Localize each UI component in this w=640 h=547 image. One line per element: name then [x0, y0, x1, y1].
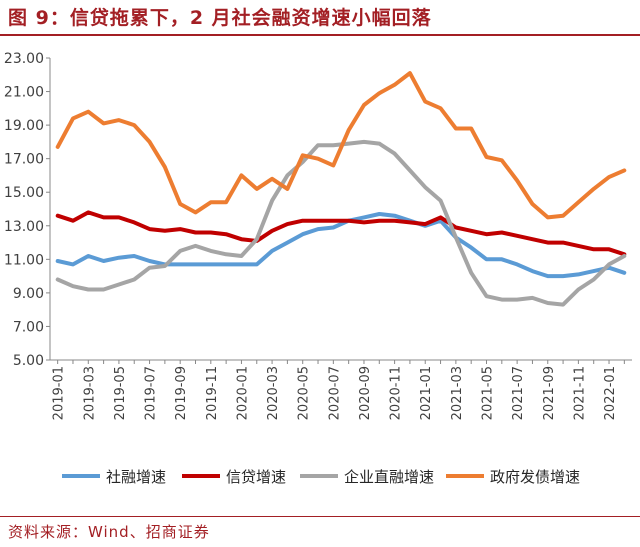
legend-label-2: 信贷增速	[226, 468, 286, 486]
legend-label-1: 社融增速	[106, 468, 166, 486]
y-tick-label: 13.00	[4, 219, 44, 235]
x-tick-label: 2019-07	[144, 366, 159, 420]
x-tick-label: 2021-01	[419, 366, 434, 420]
x-tick-label: 2020-05	[297, 366, 312, 420]
series-line-2	[55, 210, 627, 257]
x-tick-label: 2019-03	[82, 366, 97, 420]
x-tick-label: 2021-09	[542, 366, 557, 420]
chart-axes	[49, 58, 632, 361]
x-tick-label: 2021-03	[450, 366, 465, 420]
line-chart: 23.00 21.00 19.00 17.00 15.00 13.00 11.00 9.00 7…	[4, 51, 632, 486]
series-line-4	[55, 71, 627, 220]
x-tick-label: 2022-01	[603, 366, 618, 420]
y-tick-label: 7.00	[13, 319, 44, 335]
x-tick-label: 2020-01	[235, 366, 250, 420]
x-tick-label: 2019-11	[205, 366, 220, 420]
y-tick-label: 9.00	[13, 286, 44, 302]
source-divider	[0, 516, 640, 517]
figure-title: 图 9：信贷拖累下，2 月社会融资增速小幅回落	[8, 7, 432, 29]
x-tick-label: 2019-05	[113, 366, 128, 420]
x-axis-ticks: 2019-01 2019-03 2019-05 2019-07 2019-09 2019-…	[52, 360, 625, 420]
y-tick-label: 23.00	[4, 51, 44, 67]
x-tick-label: 2020-11	[389, 366, 404, 420]
legend-label-3: 企业直融增速	[344, 468, 434, 486]
x-tick-label: 2020-07	[327, 366, 342, 420]
x-tick-label: 2021-07	[511, 366, 526, 420]
legend-label-4: 政府发债增速	[490, 468, 580, 486]
y-tick-label: 11.00	[4, 252, 44, 268]
chart-legend: 社融增速 信贷增速 企业直融增速 政府发债增速	[62, 468, 580, 486]
y-tick-label: 5.00	[13, 353, 44, 369]
x-tick-label: 2021-05	[481, 366, 496, 420]
y-tick-label: 19.00	[4, 118, 44, 134]
x-tick-label: 2019-01	[52, 366, 67, 420]
source-note: 资料来源：Wind、招商证券	[8, 523, 210, 541]
series-line-1	[55, 212, 627, 279]
x-tick-label: 2020-09	[358, 366, 373, 420]
chart-series	[55, 71, 627, 307]
title-bar: 图 9：信贷拖累下，2 月社会融资增速小幅回落	[0, 0, 640, 36]
x-tick-label: 2021-11	[572, 366, 587, 420]
y-tick-label: 17.00	[4, 152, 44, 168]
y-tick-label: 15.00	[4, 185, 44, 201]
x-tick-label: 2019-09	[174, 366, 189, 420]
y-tick-label: 21.00	[4, 85, 44, 101]
y-axis-ticks: 23.00 21.00 19.00 17.00 15.00 13.00 11.00 9.00 7…	[4, 51, 50, 369]
x-tick-label: 2020-03	[266, 366, 281, 420]
